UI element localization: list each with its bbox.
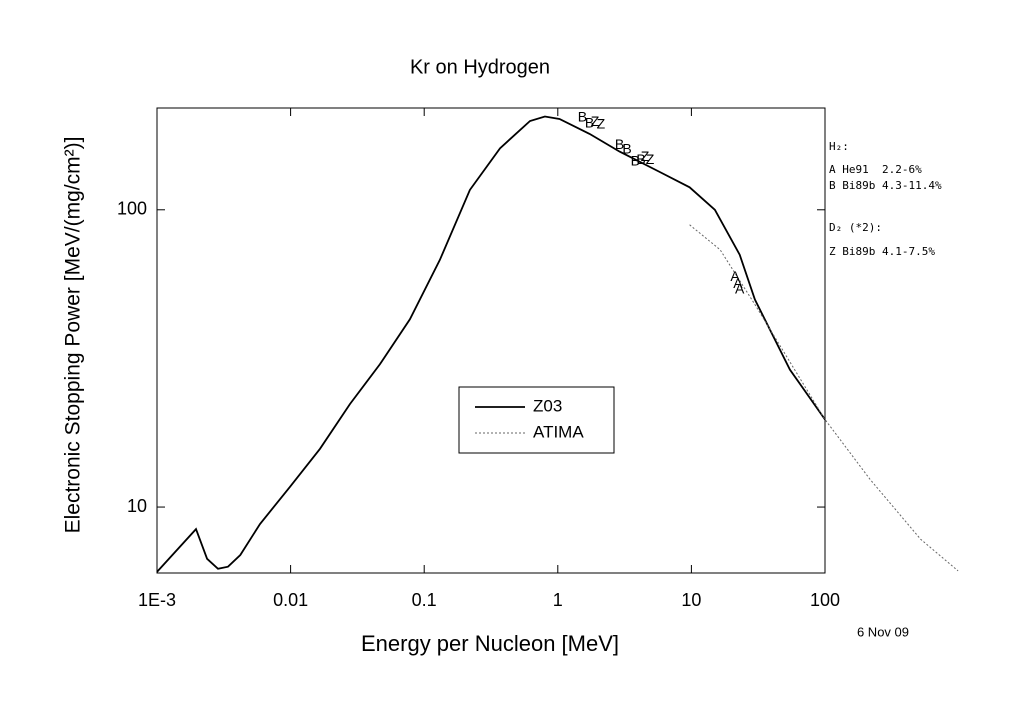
legend-label: ATIMA [533,422,584,441]
annotation: Z Bi89b 4.1-7.5% [829,245,935,258]
annotation: D₂ (*2): [829,221,882,234]
data-marker: A [730,268,740,284]
data-marker: Z [597,116,606,132]
data-marker: B [578,108,587,124]
data-marker: A [733,275,743,291]
data-line [689,224,959,572]
data-marker: B [585,114,594,130]
y-tick-label: 10 [127,496,147,516]
x-tick-label: 100 [810,590,840,610]
legend-box [458,386,615,454]
data-marker: B [631,153,640,169]
y-axis-label: Electronic Stopping Power [MeV/(mg/cm²)] [62,137,85,534]
data-line [156,115,826,573]
y-tick-label: 100 [117,199,147,219]
data-marker: Z [591,113,600,129]
data-marker: Z [641,148,650,164]
x-axis-label: Energy per Nucleon [MeV] [361,631,619,656]
annotation: A He91 2.2-6% [829,163,922,176]
x-tick-label: 1 [553,590,563,610]
plot-frame [156,107,826,574]
data-marker: B [622,141,631,157]
chart-title: Kr on Hydrogen [410,56,550,78]
data-marker: Z [646,151,655,167]
x-tick-label: 0.1 [412,590,437,610]
x-tick-label: 10 [681,590,701,610]
data-marker: B [636,151,645,167]
x-tick-label: 1E-3 [138,590,176,610]
date-label: 6 Nov 09 [857,624,909,639]
data-marker: A [735,280,745,296]
annotation: B Bi89b 4.3-11.4% [829,179,942,192]
legend-label: Z03 [533,396,562,415]
data-marker: B [615,136,624,152]
annotation: H₂: [829,140,849,153]
x-tick-label: 0.01 [273,590,308,610]
